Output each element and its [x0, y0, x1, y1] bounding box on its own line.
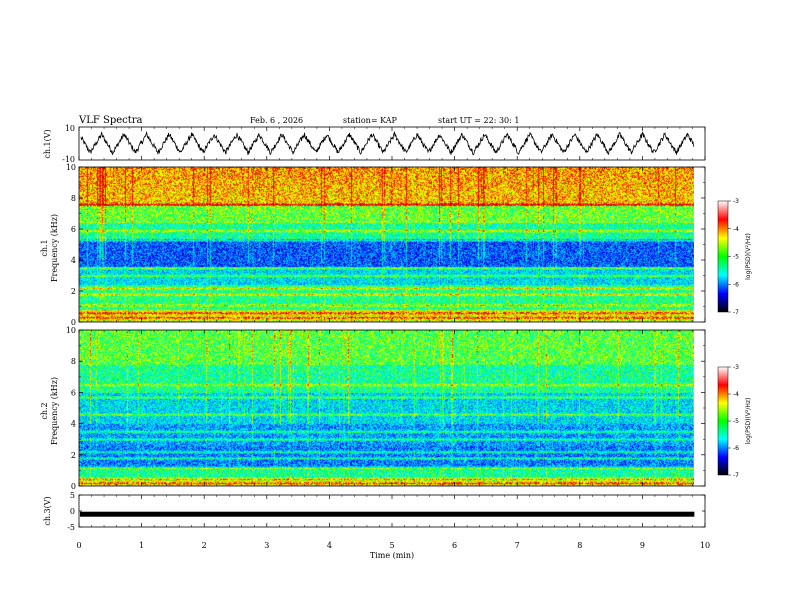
time-tick-label: 7 [515, 541, 520, 550]
ch1-waveform-ylabel: ch.1(V) [43, 129, 52, 158]
ch3-waveform-panel: 5 0 -5 [67, 491, 706, 532]
colorbar-label: log(PSD)(V²/Hz) [745, 398, 752, 445]
time-tick-label: 1 [139, 541, 144, 550]
colorbar-2 [717, 366, 729, 476]
time-tick-label: 8 [577, 541, 582, 550]
station-label: station= KAP [343, 116, 398, 125]
time-tick-label: 6 [452, 541, 457, 550]
ch3-waveform-ylabel: ch.3(V) [43, 496, 52, 525]
ch3-waveform-frame [78, 494, 706, 528]
ch3-ytick-label: 0 [70, 507, 75, 516]
ch1-waveform-panel: 10 -10 [62, 124, 706, 164]
freq-tick-label: 2 [71, 451, 76, 460]
freq-tick-label: 8 [71, 357, 76, 366]
time-tick-label: 5 [389, 541, 394, 550]
time-tick-label: 10 [700, 541, 710, 550]
ch1-spec-ylabel-line2: Frequency (kHz) [50, 214, 59, 282]
freq-tick-label: 10 [66, 326, 76, 335]
time-tick-label: 0 [76, 541, 81, 550]
time-tick-label: 2 [202, 541, 207, 550]
ch1-spec-ylabel-line1: ch.1 [40, 239, 49, 256]
freq-tick-label: 8 [71, 194, 76, 203]
colorbar-tick-label: -5 [733, 418, 739, 425]
ch1-waveform-line [80, 130, 695, 156]
time-tick-label: 9 [640, 541, 645, 550]
colorbar-1 [717, 200, 729, 313]
ch2-spec-ylabel-line1: ch.2 [40, 402, 49, 419]
ch1-ytick-label: 10 [65, 124, 75, 133]
freq-tick-label: 0 [71, 318, 76, 327]
time-tick-label: 3 [264, 541, 269, 550]
colorbar-label: log(PSD)(V²/Hz) [745, 233, 752, 280]
ch1-spectrogram-panel: 0 2 4 6 8 10 [66, 163, 706, 327]
colorbar-tick-label: -6 [733, 281, 739, 288]
freq-tick-label: 10 [66, 163, 76, 172]
ch2-spectrogram-image [79, 330, 694, 486]
freq-tick-label: 4 [71, 420, 76, 429]
x-axis-label: Time (min) [370, 551, 414, 560]
ch2-spectrogram-panel: 0 2 4 6 8 10 [66, 326, 706, 491]
time-tick-label: 4 [327, 541, 332, 550]
ch1-spectrogram-image [79, 167, 694, 322]
ch3-ytick-label: -5 [67, 523, 75, 532]
ch2-spec-ylabel-line2: Frequency (kHz) [50, 377, 59, 445]
colorbar-tick-label: -4 [733, 391, 739, 398]
freq-tick-label: 0 [71, 482, 76, 491]
freq-tick-label: 6 [71, 388, 76, 397]
ch3-ytick-label: 5 [70, 491, 75, 500]
ch3-waveform-line [80, 511, 695, 517]
ch1-waveform-frame [78, 126, 706, 161]
colorbars: -3 -4 -5 -6 -7 log(PSD)(V²/Hz) -3 -4 -5 -6 -7 log(P… [717, 198, 752, 479]
freq-tick-label: 2 [71, 287, 76, 296]
colorbar-tick-label: -6 [733, 445, 739, 452]
start-ut-label: start UT = 22: 30: 1 [438, 116, 519, 125]
figure-title: VLF Spectra [78, 115, 143, 126]
colorbar-tick-label: -4 [733, 226, 739, 233]
freq-tick-label: 6 [71, 225, 76, 234]
colorbar-tick-label: -5 [733, 254, 739, 261]
time-axis: 0 1 2 3 4 5 6 7 8 9 10 [76, 541, 710, 550]
colorbar-tick-label: -7 [733, 309, 739, 316]
freq-tick-label: 4 [71, 256, 76, 265]
ch1-ytick-label: -10 [62, 155, 75, 164]
colorbar-tick-label: -3 [733, 364, 739, 371]
colorbar-tick-label: -3 [733, 198, 739, 205]
date-label: Feb. 6 , 2026 [250, 116, 303, 125]
colorbar-tick-label: -7 [733, 472, 739, 479]
